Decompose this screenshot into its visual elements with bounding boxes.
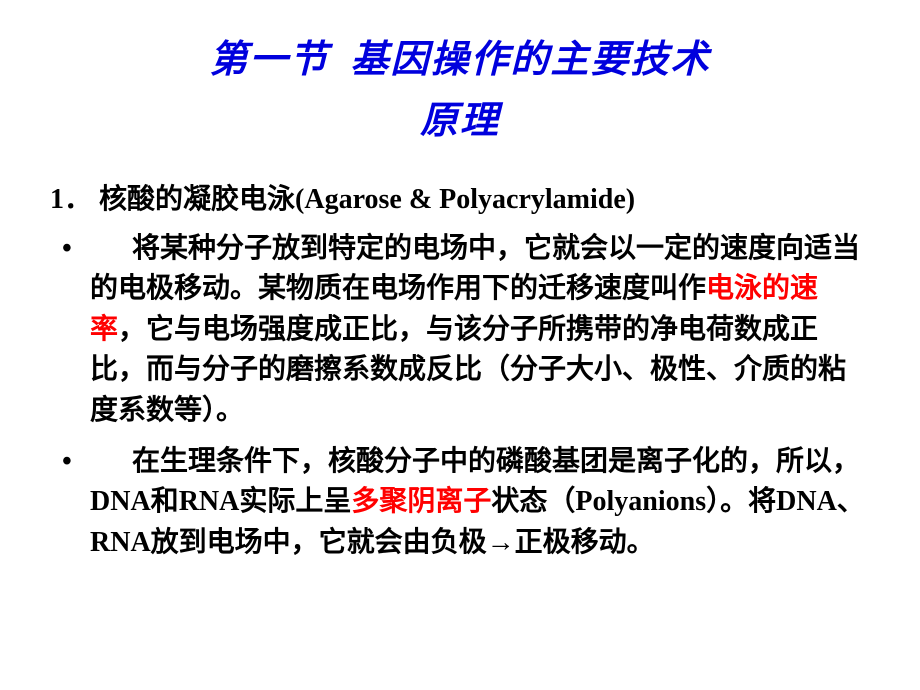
title-line-1: 第一节 基因操作的主要技术 [209, 39, 710, 81]
p1-text-b: ，它与电场强度成正比，与该分子所携带的净电荷数成正比，而与分子的磨擦系数成反比（… [90, 314, 846, 426]
p2-text-d: 状态（ [491, 486, 575, 517]
paragraph-1: •将某种分子放到特定的电场中，它就会以一定的速度向适当的电极移动。某物质在电场作… [50, 229, 870, 432]
title-line-2: 原理 [420, 100, 500, 142]
p2-dna2: DNA [776, 486, 837, 517]
section-heading: 1． 核酸的凝胶电泳(Agarose & Polyacrylamide) [50, 177, 870, 217]
p2-text-f: 、 [837, 486, 865, 517]
heading-cn: 核酸的凝胶电泳 [99, 184, 295, 215]
p2-highlight-1: 多聚阴离子 [351, 486, 491, 517]
bullet-dot: • [76, 442, 90, 483]
p2-rna: RNA [179, 486, 240, 517]
p2-dna: DNA [90, 486, 151, 517]
p2-text-a: 在生理条件下，核酸分子中的磷酸基团是离子化的，所以， [132, 446, 860, 477]
p2-text-g: 放到电场中，它就会由负极→正极移动。 [151, 527, 655, 558]
p2-text-b: 和 [151, 486, 179, 517]
heading-number: 1． [50, 184, 92, 215]
bullet-dot: • [76, 229, 90, 270]
p2-rna2: RNA [90, 527, 151, 558]
p2-poly: Polyanions [575, 486, 706, 517]
slide-title: 第一节 基因操作的主要技术 原理 [50, 30, 870, 152]
heading-en: (Agarose & Polyacrylamide) [295, 184, 635, 215]
p2-text-e: ）。将 [706, 486, 776, 517]
p2-text-c: 实际上呈 [239, 486, 351, 517]
paragraph-2: •在生理条件下，核酸分子中的磷酸基团是离子化的，所以，DNA和RNA实际上呈多聚… [50, 442, 870, 564]
